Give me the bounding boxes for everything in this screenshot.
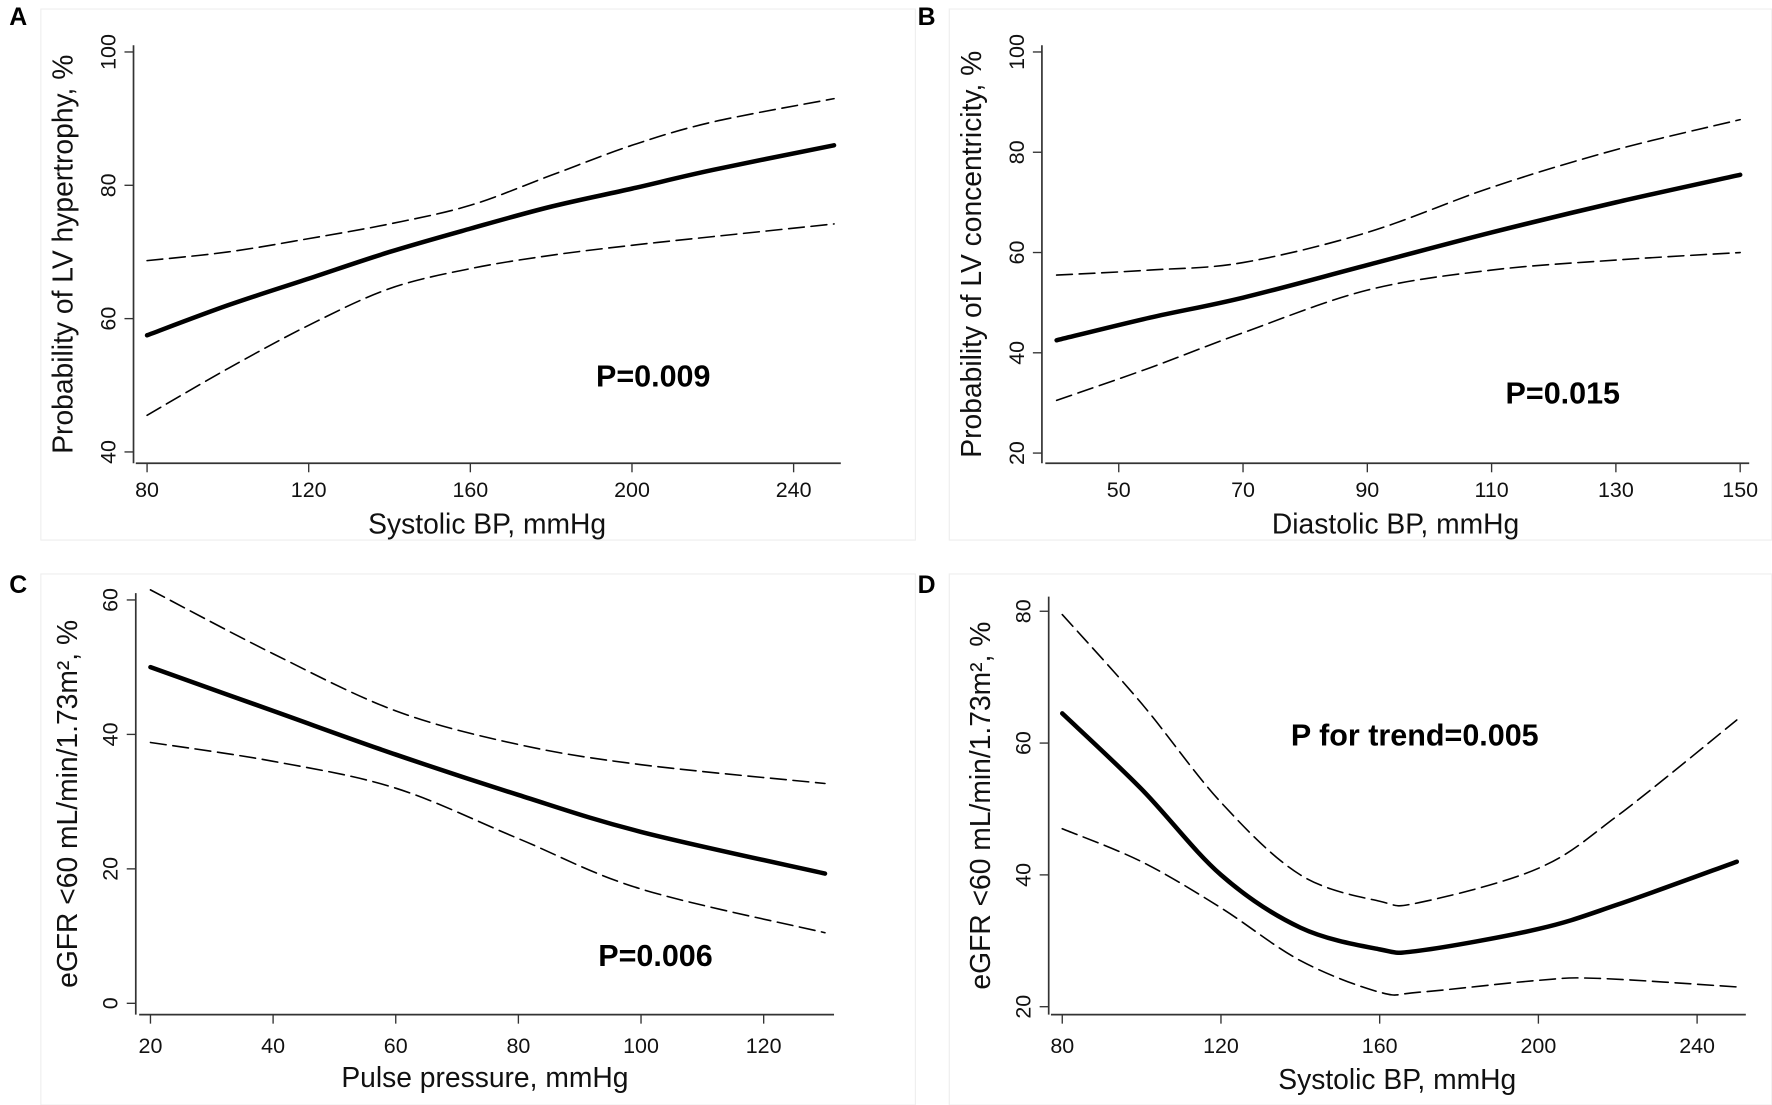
- panel-label: C: [9, 572, 27, 599]
- p-value-annotation: P=0.015: [1506, 376, 1621, 410]
- y-tick-label: 60: [99, 588, 123, 612]
- y-tick-label: 60: [1012, 731, 1036, 755]
- x-tick-label: 100: [623, 1034, 659, 1058]
- x-axis-title: Diastolic BP, mmHg: [1272, 507, 1519, 539]
- panel-label: B: [918, 4, 936, 31]
- y-tick-label: 40: [96, 440, 120, 464]
- y-tick-label: 100: [96, 34, 120, 70]
- panel-C: C 0 20 40 60 20 40 60 80 100 120 Pulse pressure, mm…: [9, 572, 916, 1105]
- ci-line: [149, 741, 826, 934]
- ci-line: [146, 97, 835, 262]
- y-tick-label: 100: [1005, 34, 1029, 70]
- y-tick-label: 40: [1005, 341, 1029, 365]
- y-axis-title: eGFR <60 mL/min/1.73m², %: [51, 620, 83, 988]
- x-tick-label: 160: [452, 478, 488, 502]
- x-tick-label: 130: [1598, 478, 1634, 502]
- panel-A: A 40 60 80 100 80 120 160 200 240 Systolic BP, mmH…: [9, 4, 916, 541]
- y-tick-label: 80: [1005, 140, 1029, 164]
- x-tick-label: 90: [1355, 478, 1379, 502]
- panel-B: B 20 40 60 80 100 50 70 90 110 130 150 Diastolic BP,…: [918, 4, 1772, 541]
- estimate-line: [1059, 711, 1740, 956]
- x-tick-label: 20: [139, 1034, 163, 1058]
- y-axis-title: Probability of LV concentricity, %: [955, 51, 987, 458]
- y-tick-label: 20: [99, 857, 123, 881]
- y-tick-label: 80: [1012, 599, 1036, 623]
- x-tick-label: 240: [1679, 1034, 1715, 1058]
- x-tick-label: 40: [261, 1034, 285, 1058]
- estimate-line: [148, 664, 828, 876]
- y-tick-label: 0: [99, 997, 123, 1009]
- x-tick-label: 60: [384, 1034, 408, 1058]
- ci-line: [1061, 613, 1738, 907]
- panel-D: D 20 40 60 80 80 120 160 200 240 Systolic BP, mmHg…: [918, 572, 1772, 1105]
- x-tick-label: 80: [135, 478, 159, 502]
- y-tick-label: 60: [1005, 241, 1029, 265]
- p-value-annotation: P=0.009: [596, 359, 710, 393]
- y-tick-label: 20: [1005, 441, 1029, 465]
- x-tick-label: 200: [1520, 1034, 1556, 1058]
- ci-line: [146, 223, 835, 417]
- y-axis-title: eGFR <60 mL/min/1.73m², %: [964, 622, 996, 990]
- estimate-line: [144, 143, 837, 338]
- x-tick-label: 110: [1475, 478, 1509, 502]
- x-tick-label: 80: [1050, 1034, 1074, 1058]
- p-value-annotation: P=0.006: [598, 939, 712, 973]
- x-tick-label: 120: [746, 1034, 782, 1058]
- panel-frame: [40, 8, 916, 541]
- x-tick-label: 150: [1722, 478, 1758, 502]
- y-tick-label: 20: [1012, 995, 1036, 1019]
- x-tick-label: 80: [506, 1034, 530, 1058]
- x-tick-label: 50: [1107, 478, 1131, 502]
- x-axis-title: Pulse pressure, mmHg: [341, 1061, 628, 1093]
- y-tick-label: 60: [96, 307, 120, 331]
- y-tick-label: 40: [99, 722, 123, 746]
- ci-line: [149, 589, 826, 785]
- x-tick-label: 240: [776, 478, 812, 502]
- x-tick-label: 160: [1362, 1034, 1398, 1058]
- ci-line: [1055, 118, 1741, 276]
- x-axis-title: Systolic BP, mmHg: [368, 507, 606, 539]
- panel-frame: [948, 573, 1772, 1105]
- p-value-annotation: P for trend=0.005: [1291, 719, 1539, 753]
- x-tick-label: 120: [291, 478, 327, 502]
- y-tick-label: 80: [96, 173, 120, 197]
- ci-line: [1055, 251, 1741, 402]
- y-tick-label: 40: [1012, 863, 1036, 887]
- ci-line: [1061, 827, 1738, 996]
- x-tick-label: 70: [1231, 478, 1255, 502]
- y-axis-title: Probability of LV hypertrophy, %: [47, 55, 79, 454]
- panel-label: A: [9, 4, 27, 31]
- panel-frame: [40, 573, 916, 1105]
- panel-label: D: [918, 572, 936, 599]
- x-tick-label: 120: [1203, 1034, 1239, 1058]
- x-axis-title: Systolic BP, mmHg: [1278, 1063, 1516, 1095]
- estimate-line: [1054, 172, 1743, 343]
- x-tick-label: 200: [614, 478, 650, 502]
